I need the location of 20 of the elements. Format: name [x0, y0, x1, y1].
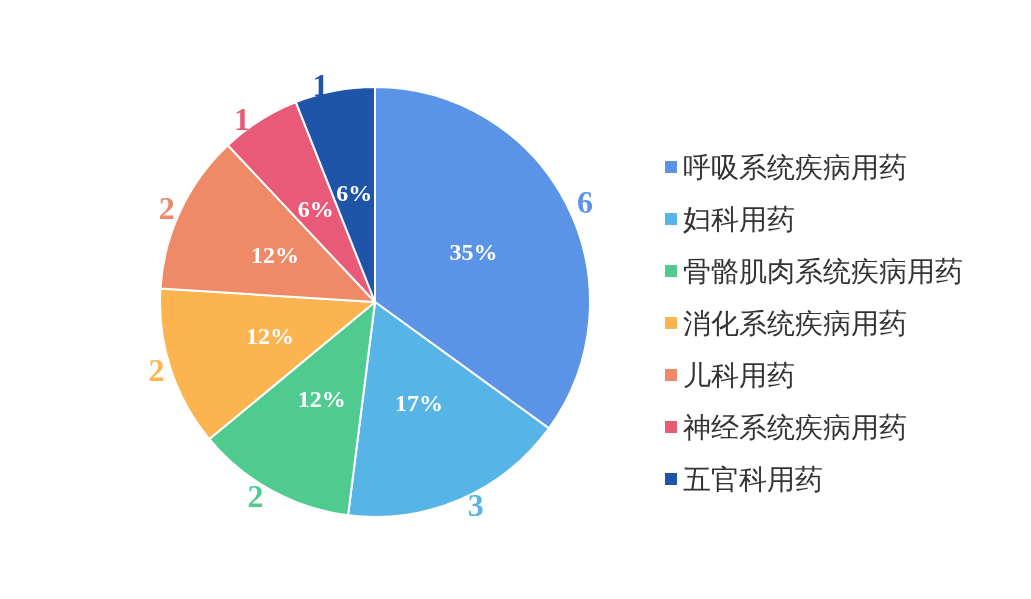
legend-label: 呼吸系统疾病用药	[683, 150, 907, 184]
text: 2	[158, 189, 175, 226]
text: 3	[467, 486, 484, 523]
data-label: 6%	[297, 195, 334, 222]
data-label: 12%	[245, 323, 294, 350]
data-label: 35%	[449, 238, 498, 265]
text: 6	[576, 183, 593, 220]
data-label: 12%	[251, 241, 300, 268]
legend-label: 儿科用药	[683, 358, 795, 392]
legend-label: 神经系统疾病用药	[683, 410, 907, 444]
text: 2	[247, 477, 264, 514]
legend-label: 消化系统疾病用药	[683, 306, 907, 340]
data-label: 17%	[394, 390, 443, 417]
legend-label: 骨骼肌肉系统疾病用药	[683, 254, 963, 288]
legend-label: 五官科用药	[683, 462, 823, 496]
text: 1	[233, 100, 250, 137]
data-label: 6%	[336, 180, 373, 207]
text: 2	[148, 352, 165, 389]
legend-label: 妇科用药	[683, 202, 795, 236]
data-label: 12%	[297, 385, 346, 412]
